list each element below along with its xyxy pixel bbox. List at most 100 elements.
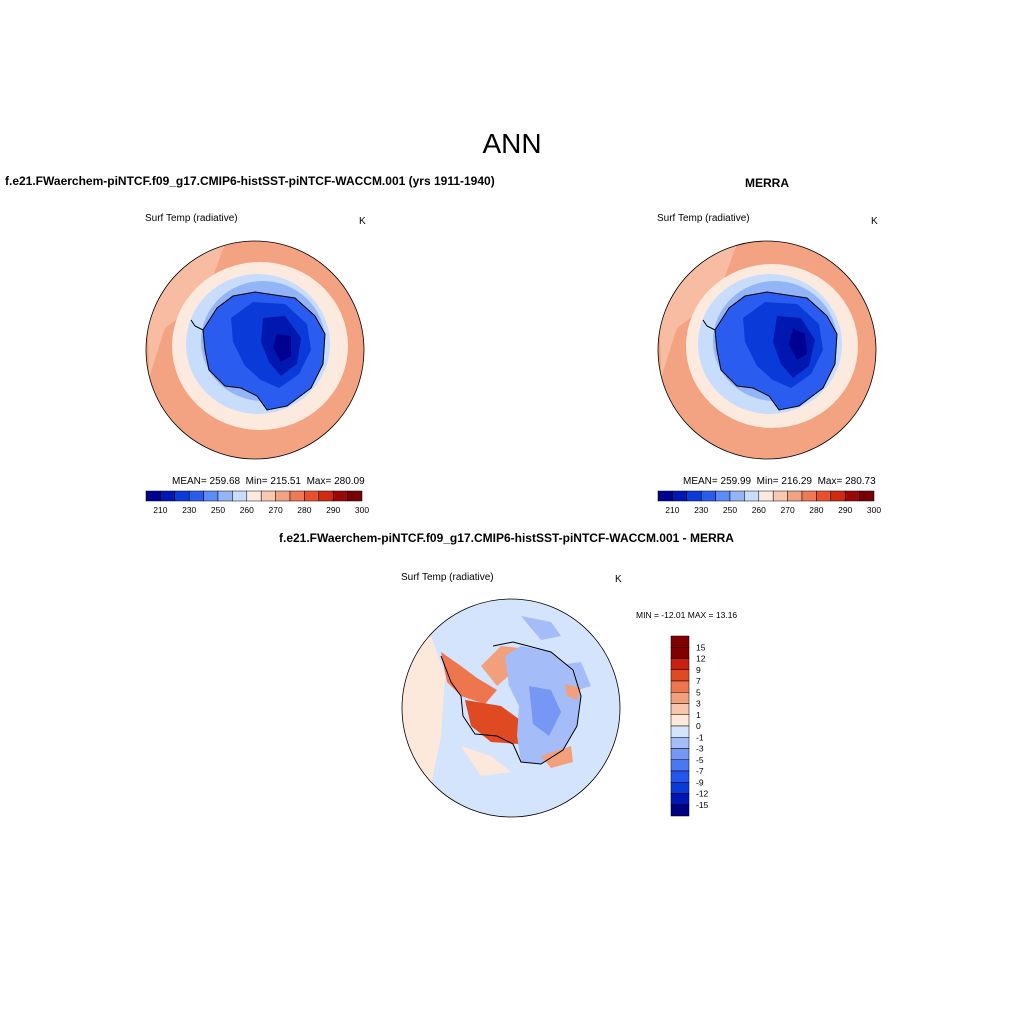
colorbar-tick-label: 260 [752,505,766,515]
model-map-boundary [145,240,365,460]
diff-colorbar-tick-label: 3 [696,699,701,709]
colorbar-tick-label: 270 [269,505,283,515]
model-mean-value: 259.68 [209,476,241,487]
colorbar-swatch [816,490,832,502]
obs-panel-title: MERRA [745,176,789,190]
diff-colorbar-tick-label: 0 [696,721,701,731]
diff-colorbar-swatch [670,647,690,659]
obs-coastline [702,291,838,411]
model-polar-map [145,240,365,460]
obs-mean-value: 259.99 [720,476,752,487]
obs-map-boundary [657,240,877,460]
diff-colorbar-tick-label: -1 [696,732,704,742]
diff-colorbar-tick-label: 7 [696,676,701,686]
model-units-label: K [359,216,366,227]
colorbar-tick-label: 290 [838,505,852,515]
model-mean-label: MEAN= [172,476,207,487]
diff-variable-label: Surf Temp (radiative) [401,572,494,583]
colorbar-tick-label: 280 [297,505,311,515]
colorbar-swatch [260,490,276,502]
colorbar-tick-label: 270 [781,505,795,515]
diff-colorbar-swatch [670,793,690,805]
diff-stats-line: MIN = -12.01 MAX = 13.16 [636,610,737,620]
obs-polar-map [657,240,877,460]
diff-colorbar-swatch [670,782,690,794]
model-coastline [190,291,326,411]
obs-colorbar: 210 230 250 260 270 280 290 300 [657,490,881,515]
diff-colorbar-swatch [670,635,690,648]
colorbar-swatch [844,490,860,502]
diff-colorbar-swatch [670,770,690,783]
colorbar-swatch [145,490,161,502]
colorbar-swatch [801,490,817,502]
diff-min-label: MIN = [636,610,659,620]
diff-colorbar-swatch [670,748,690,760]
colorbar-swatch [830,490,846,502]
diff-colorbar-tick-label: 12 [696,654,706,664]
colorbar-swatch [275,490,291,502]
model-max-value: 280.09 [334,476,365,487]
colorbar-swatch [246,490,262,502]
colorbar-swatch [657,490,673,502]
diff-colorbar-tick-label: 15 [696,642,706,652]
diff-colorbar-tick-label: 1 [696,710,701,720]
colorbar-swatch [160,490,176,502]
colorbar-swatch [174,490,190,502]
diff-units-label: K [615,574,622,585]
colorbar-tick-label: 260 [240,505,254,515]
diff-max-label: MAX = [687,610,714,620]
model-min-label: Min= [245,476,268,487]
diff-coastline [440,641,582,765]
model-panel-title: f.e21.FWaerchem-piNTCF.f09_g17.CMIP6-his… [5,174,495,188]
colorbar-tick-label: 300 [355,505,369,515]
colorbar-tick-label: 300 [867,505,881,515]
colorbar-tick-label: 230 [694,505,708,515]
diff-colorbar-swatch [670,658,690,670]
diff-peninsula-warm [441,652,497,704]
colorbar-swatch [347,490,363,502]
colorbar-swatch [700,490,716,502]
diff-colorbar-tick-label: -12 [696,789,709,799]
colorbar-swatch [188,490,204,502]
colorbar-tick-label: 210 [153,505,167,515]
colorbar-swatch [787,490,803,502]
colorbar-swatch [304,490,320,502]
colorbar-swatch [217,490,233,502]
colorbar-tick-label: 230 [182,505,196,515]
colorbar-swatch [232,490,248,502]
figure-title: ANN [482,128,542,159]
obs-stats-line: MEAN= 259.99 Min= 216.29 Max= 280.73 [683,476,876,487]
obs-max-label: Max= [817,476,843,487]
colorbar-tick-label: 250 [723,505,737,515]
diff-colorbar-tick-label: -15 [696,800,709,810]
colorbar-swatch [203,490,219,502]
obs-units-label: K [871,216,878,227]
colorbar-swatch [686,490,702,502]
colorbar-tick-label: 210 [665,505,679,515]
diff-colorbar-swatch [670,680,690,693]
colorbar-swatch [758,490,774,502]
diff-colorbar-swatch [670,692,690,704]
model-min-value: 215.51 [270,476,301,487]
colorbar-swatch [744,490,760,502]
model-colorbar: 210 230 250 260 270 280 290 300 [145,490,369,515]
colorbar-tick-label: 250 [211,505,225,515]
diff-polar-map [401,598,621,818]
diff-map-boundary [401,598,621,818]
colorbar-swatch [715,490,731,502]
diff-colorbar-tick-label: -5 [696,755,704,765]
model-stats-line: MEAN= 259.68 Min= 215.51 Max= 280.09 [172,476,365,487]
colorbar-swatch [289,490,305,502]
diff-panel-title: f.e21.FWaerchem-piNTCF.f09_g17.CMIP6-his… [279,531,734,545]
colorbar-swatch [318,490,334,502]
diff-colorbar-swatch [670,804,690,817]
obs-max-value: 280.73 [845,476,876,487]
colorbar-tick-label: 280 [809,505,823,515]
colorbar-swatch [772,490,788,502]
colorbar-swatch [332,490,348,502]
obs-min-label: Min= [756,476,779,487]
diff-colorbar-swatch [670,759,690,772]
colorbar-swatch [859,490,875,502]
model-max-label: Max= [306,476,332,487]
